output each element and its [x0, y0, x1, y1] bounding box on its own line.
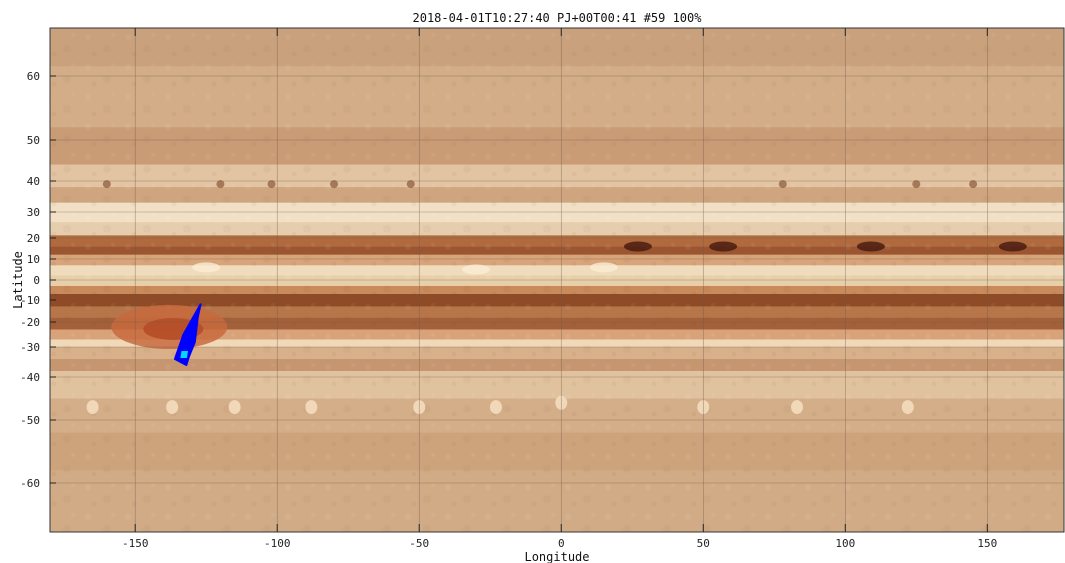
dark-spot — [998, 241, 1027, 252]
x-tick-label: 0 — [558, 537, 565, 550]
plot-area — [50, 28, 1064, 532]
white-oval — [228, 400, 241, 415]
y-tick-label: -40 — [20, 371, 40, 384]
y-tick-label: -30 — [20, 341, 40, 354]
white-oval — [166, 400, 179, 415]
small-dark-spot — [912, 180, 921, 189]
spacecraft-footprint — [173, 303, 202, 366]
dark-spot — [856, 241, 885, 252]
y-tick-label: 50 — [27, 134, 40, 147]
x-tick-label: -100 — [264, 537, 291, 550]
small-dark-spot — [969, 180, 978, 189]
y-tick-label: -60 — [20, 477, 40, 490]
y-tick-label: 10 — [27, 253, 40, 266]
y-axis-label: Latitude — [11, 251, 25, 309]
white-plume — [589, 262, 618, 273]
x-tick-label: 100 — [835, 537, 855, 550]
y-tick-label: 30 — [27, 206, 40, 219]
y-tick-label: 20 — [27, 232, 40, 245]
y-tick-label: 0 — [33, 274, 40, 287]
x-axis-ticks: -150 -100 -50 0 50 100 150 — [122, 28, 997, 550]
dark-spot — [709, 241, 738, 252]
x-tick-label: -150 — [122, 537, 149, 550]
white-oval — [489, 400, 502, 415]
x-tick-label: 50 — [697, 537, 710, 550]
x-axis-label: Longitude — [524, 550, 589, 563]
y-tick-label: 60 — [27, 70, 40, 83]
y-tick-label: -50 — [20, 414, 40, 427]
white-plume — [462, 264, 491, 275]
white-oval — [86, 400, 99, 415]
small-dark-spot — [267, 180, 276, 189]
footprint-fill — [178, 349, 191, 360]
white-oval — [791, 400, 804, 415]
y-tick-label: -10 — [20, 294, 40, 307]
y-axis-ticks: 60 50 40 30 20 10 0 -10 -20 -30 -40 -50 -60 — [20, 70, 56, 490]
small-dark-spot — [330, 180, 339, 189]
x-tick-label: -50 — [409, 537, 429, 550]
white-oval — [305, 400, 318, 415]
white-oval — [901, 400, 914, 415]
small-dark-spot — [216, 180, 225, 189]
chart-title: 2018-04-01T10:27:40 PJ+00T00:41 #59 100% — [413, 11, 703, 25]
small-dark-spot — [102, 180, 111, 189]
y-tick-label: -20 — [20, 316, 40, 329]
y-tick-label: 40 — [27, 175, 40, 188]
small-dark-spot — [778, 180, 787, 189]
white-plume — [192, 262, 221, 273]
grid-lines — [50, 28, 1064, 532]
x-tick-label: 150 — [977, 537, 997, 550]
dark-spot — [623, 241, 652, 252]
small-dark-spot — [406, 180, 415, 189]
